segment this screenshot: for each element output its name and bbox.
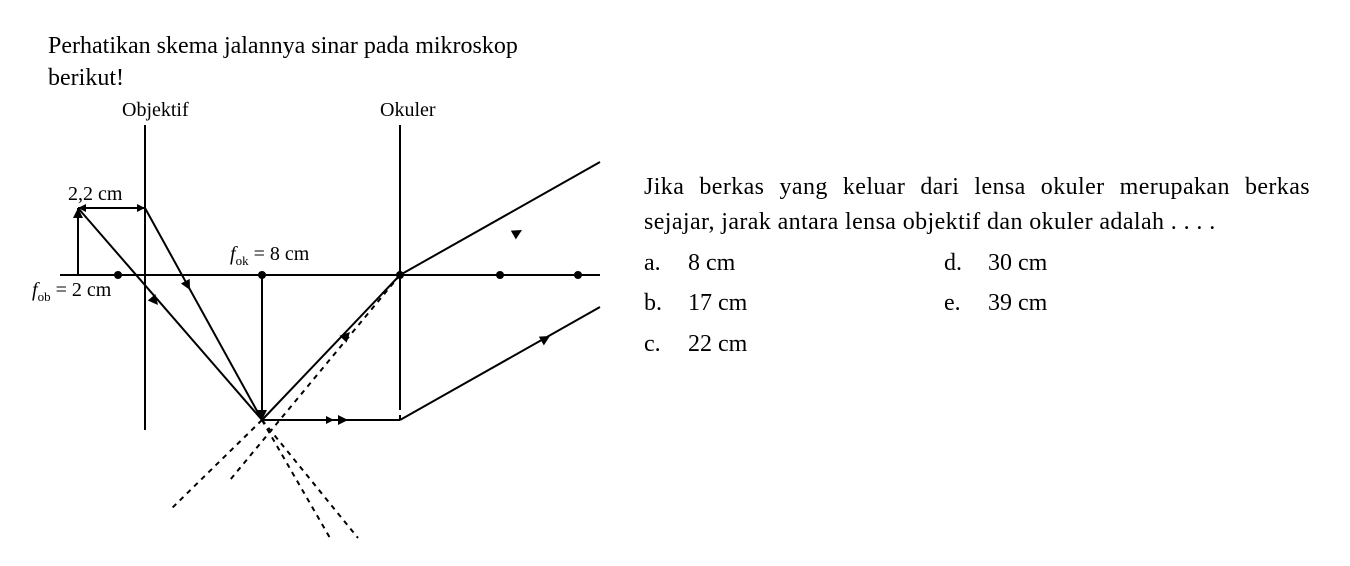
option-c-letter: c.	[644, 327, 668, 362]
left-panel: Perhatikan skema jalannya sinar pada mik…	[0, 0, 620, 566]
svg-text:Okuler: Okuler	[380, 100, 436, 121]
option-a: a. 8 cm	[644, 246, 944, 281]
option-d-letter: d.	[944, 246, 968, 281]
intro-line-2: berikut!	[48, 65, 124, 91]
option-a-letter: a.	[644, 246, 668, 281]
option-d-text: 30 cm	[988, 246, 1047, 281]
option-b-letter: b.	[644, 286, 668, 321]
svg-text:2,2 cm: 2,2 cm	[68, 183, 123, 205]
options-grid: a. 8 cm d. 30 cm b. 17 cm e. 39 cm c. 22…	[644, 246, 1310, 362]
svg-text:fok = 8 cm: fok = 8 cm	[230, 243, 310, 268]
question-text: Jika berkas yang keluar dari lensa okule…	[644, 170, 1310, 240]
svg-text:Objektif: Objektif	[122, 100, 189, 121]
option-e-text: 39 cm	[988, 286, 1047, 321]
option-d: d. 30 cm	[944, 246, 1244, 281]
intro-text: Perhatikan skema jalannya sinar pada mik…	[48, 30, 600, 95]
option-c-text: 22 cm	[688, 327, 747, 362]
option-a-text: 8 cm	[688, 246, 735, 281]
option-c: c. 22 cm	[644, 327, 944, 362]
svg-text:fob = 2 cm: fob = 2 cm	[32, 279, 112, 304]
intro-line-1: Perhatikan skema jalannya sinar pada mik…	[48, 33, 518, 59]
right-panel: Jika berkas yang keluar dari lensa okule…	[620, 0, 1350, 566]
option-e: e. 39 cm	[944, 286, 1244, 321]
microscope-diagram: Objektif Okuler 2,2 cm fob = 2 cm fok = 8 cm	[30, 100, 610, 540]
option-e-letter: e.	[944, 286, 968, 321]
option-b: b. 17 cm	[644, 286, 944, 321]
option-b-text: 17 cm	[688, 286, 747, 321]
